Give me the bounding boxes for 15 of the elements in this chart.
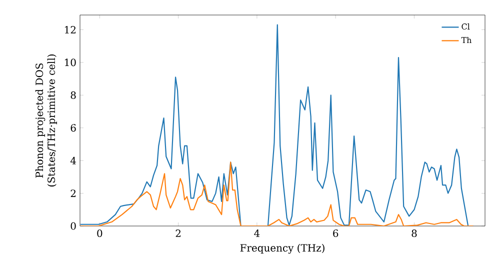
y-tick-label: 8: [70, 91, 76, 99]
y-axis-title: Phonon projected DOS (States/THz·primitive cell): [35, 54, 57, 186]
y-tick-label: 0: [70, 222, 76, 230]
x-tick-label: 8: [412, 230, 417, 238]
x-tick-label: 6: [333, 230, 338, 238]
y-tick-label: 2: [70, 190, 76, 197]
x-tick-label: 2: [176, 230, 180, 237]
x-tick-label: 0: [97, 230, 102, 238]
y-tick-label: 6: [70, 124, 76, 132]
x-axis-title: Frequency (THz): [240, 244, 324, 254]
y-tick-label: 10: [65, 58, 76, 66]
y-tick-label: 12: [65, 26, 76, 34]
y-tick-label: 4: [70, 156, 76, 164]
x-tick-label: 4: [254, 230, 260, 237]
line-series: [80, 162, 474, 226]
